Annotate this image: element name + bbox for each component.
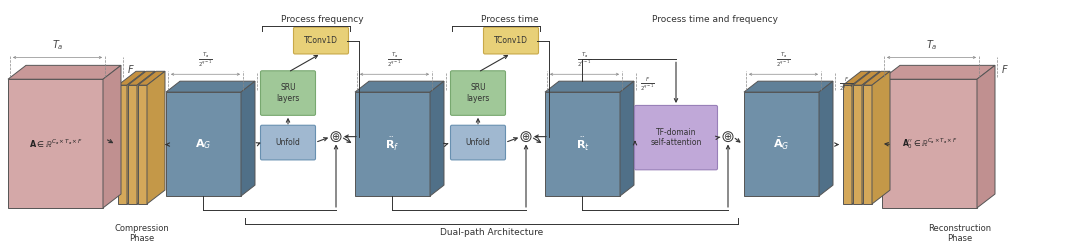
Polygon shape [129,85,137,204]
Polygon shape [852,71,870,204]
Text: TF-domain
self-attention: TF-domain self-attention [650,128,702,147]
Polygon shape [166,81,255,92]
Polygon shape [620,81,634,196]
FancyBboxPatch shape [635,105,717,170]
Text: $T_a$: $T_a$ [926,39,937,53]
Text: $\frac{T_a}{2^{q-1}}$: $\frac{T_a}{2^{q-1}}$ [198,51,213,69]
Polygon shape [138,71,165,85]
Text: Unfold: Unfold [275,138,300,147]
FancyBboxPatch shape [484,27,539,54]
Text: SRU
layers: SRU layers [467,83,489,103]
Polygon shape [8,79,103,208]
Text: Dual-path Architecture: Dual-path Architecture [440,228,543,237]
Text: Unfold: Unfold [465,138,490,147]
Polygon shape [872,71,890,204]
Text: $\frac{F}{2^{q-1}}$: $\frac{F}{2^{q-1}}$ [261,76,276,93]
Polygon shape [138,85,147,204]
Polygon shape [977,65,995,208]
Text: $\oplus$: $\oplus$ [332,131,340,142]
Text: Process time and frequency: Process time and frequency [652,15,778,24]
Polygon shape [744,81,833,92]
Polygon shape [430,81,444,196]
Text: TConv1D: TConv1D [494,36,528,45]
Text: $\oplus$: $\oplus$ [522,131,530,142]
Circle shape [723,132,733,142]
Text: $F$: $F$ [127,63,135,75]
FancyBboxPatch shape [450,125,505,160]
Polygon shape [843,85,852,204]
Polygon shape [129,71,156,85]
Polygon shape [862,71,880,204]
Polygon shape [744,92,819,196]
Text: $\mathbf{A}_0''\in\mathbb{R}^{C_a\times T_a\times F}$: $\mathbf{A}_0''\in\mathbb{R}^{C_a\times … [902,136,957,151]
Text: $\frac{T_a}{2^{q-1}}$: $\frac{T_a}{2^{q-1}}$ [775,51,791,69]
Text: Process frequency: Process frequency [281,15,363,24]
Text: TConv1D: TConv1D [303,36,338,45]
Polygon shape [118,85,127,204]
Text: Reconstruction
Phase: Reconstruction Phase [929,224,991,243]
Text: $\oplus$: $\oplus$ [724,131,732,142]
Polygon shape [853,71,880,85]
Text: $\frac{T_a}{2^{q-1}}$: $\frac{T_a}{2^{q-1}}$ [387,51,402,69]
Text: Compression
Phase: Compression Phase [114,224,170,243]
FancyBboxPatch shape [260,125,315,160]
Circle shape [521,132,531,142]
Text: $\ddot{\mathbf{R}}_f$: $\ddot{\mathbf{R}}_f$ [386,135,400,153]
Polygon shape [241,81,255,196]
Polygon shape [863,71,890,85]
Text: $\frac{F}{2^{q-1}}$: $\frac{F}{2^{q-1}}$ [839,76,854,93]
Polygon shape [819,81,833,196]
FancyBboxPatch shape [260,71,315,115]
Polygon shape [147,71,165,204]
Text: $\frac{T_a}{2^{q-1}}$: $\frac{T_a}{2^{q-1}}$ [577,51,592,69]
Text: $T_a$: $T_a$ [52,39,64,53]
Text: $\bar{\mathbf{A}}_G$: $\bar{\mathbf{A}}_G$ [773,136,789,152]
FancyBboxPatch shape [450,71,505,115]
Polygon shape [853,85,862,204]
Polygon shape [355,81,444,92]
Polygon shape [355,92,430,196]
Polygon shape [882,79,977,208]
Text: $\mathbf{A}_G$: $\mathbf{A}_G$ [195,137,212,151]
FancyBboxPatch shape [294,27,349,54]
Polygon shape [863,85,872,204]
Polygon shape [545,92,620,196]
Polygon shape [127,71,145,204]
Polygon shape [166,92,241,196]
Polygon shape [137,71,156,204]
Polygon shape [545,81,634,92]
Text: $\frac{F}{2^{q-1}}$: $\frac{F}{2^{q-1}}$ [640,76,654,93]
Text: $\mathbf{A}\in\mathbb{R}^{C_a\times T_a\times F}$: $\mathbf{A}\in\mathbb{R}^{C_a\times T_a\… [28,137,82,150]
Text: $F$: $F$ [1001,63,1009,75]
Text: SRU
layers: SRU layers [276,83,299,103]
Polygon shape [118,71,145,85]
Text: $\frac{F}{2^{q-1}}$: $\frac{F}{2^{q-1}}$ [450,76,465,93]
Polygon shape [103,65,121,208]
Polygon shape [8,65,121,79]
Polygon shape [843,71,870,85]
Text: Process time: Process time [482,15,539,24]
Circle shape [330,132,341,142]
Text: $\ddot{\mathbf{R}}_t$: $\ddot{\mathbf{R}}_t$ [576,135,590,153]
Polygon shape [882,65,995,79]
